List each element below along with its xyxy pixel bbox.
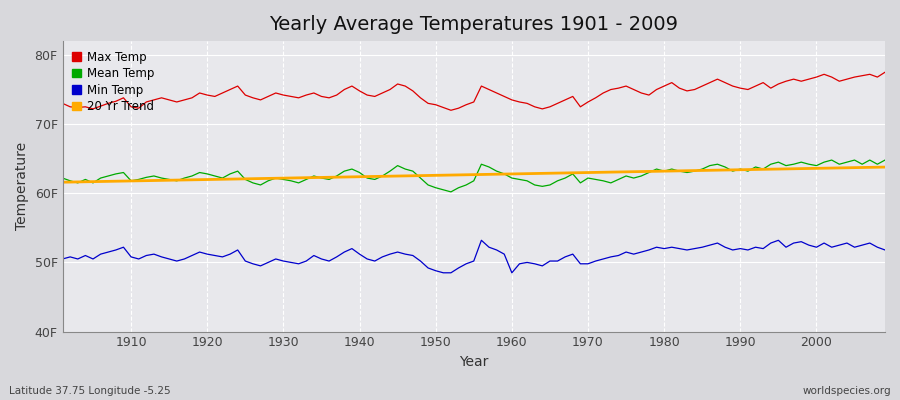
20 Yr Trend [598, 170, 608, 175]
Mean Temp [606, 180, 616, 185]
20 Yr Trend [879, 165, 890, 170]
Max Temp [514, 100, 525, 104]
Min Temp [285, 260, 296, 265]
Max Temp [57, 101, 68, 106]
Max Temp [118, 96, 129, 100]
Min Temp [476, 238, 487, 243]
Max Temp [331, 93, 342, 98]
Mean Temp [514, 177, 525, 182]
X-axis label: Year: Year [459, 355, 489, 369]
Line: Mean Temp: Mean Temp [62, 160, 885, 192]
Y-axis label: Temperature: Temperature [15, 142, 29, 230]
20 Yr Trend [499, 172, 509, 176]
Text: worldspecies.org: worldspecies.org [803, 386, 891, 396]
Max Temp [606, 87, 616, 92]
Min Temp [613, 253, 624, 258]
Max Temp [446, 108, 456, 113]
Line: 20 Yr Trend: 20 Yr Trend [62, 167, 885, 182]
Mean Temp [507, 176, 517, 180]
20 Yr Trend [118, 179, 129, 184]
Min Temp [331, 254, 342, 259]
Max Temp [507, 98, 517, 102]
Min Temp [514, 262, 525, 266]
Line: Max Temp: Max Temp [62, 72, 885, 110]
Mean Temp [331, 174, 342, 178]
Text: Latitude 37.75 Longitude -5.25: Latitude 37.75 Longitude -5.25 [9, 386, 171, 396]
Min Temp [522, 260, 533, 265]
Min Temp [118, 245, 129, 250]
20 Yr Trend [285, 176, 296, 180]
Title: Yearly Average Temperatures 1901 - 2009: Yearly Average Temperatures 1901 - 2009 [269, 15, 679, 34]
Mean Temp [57, 176, 68, 180]
Min Temp [879, 248, 890, 252]
Line: Min Temp: Min Temp [62, 240, 885, 273]
Mean Temp [826, 158, 837, 162]
Mean Temp [446, 190, 456, 194]
Legend: Max Temp, Mean Temp, Min Temp, 20 Yr Trend: Max Temp, Mean Temp, Min Temp, 20 Yr Tre… [68, 47, 158, 117]
Mean Temp [118, 170, 129, 175]
20 Yr Trend [331, 175, 342, 180]
Min Temp [57, 256, 68, 261]
Max Temp [879, 70, 890, 75]
Min Temp [438, 270, 449, 275]
Mean Temp [285, 178, 296, 183]
Mean Temp [879, 158, 890, 162]
20 Yr Trend [507, 172, 517, 176]
20 Yr Trend [57, 180, 68, 184]
Max Temp [285, 94, 296, 99]
